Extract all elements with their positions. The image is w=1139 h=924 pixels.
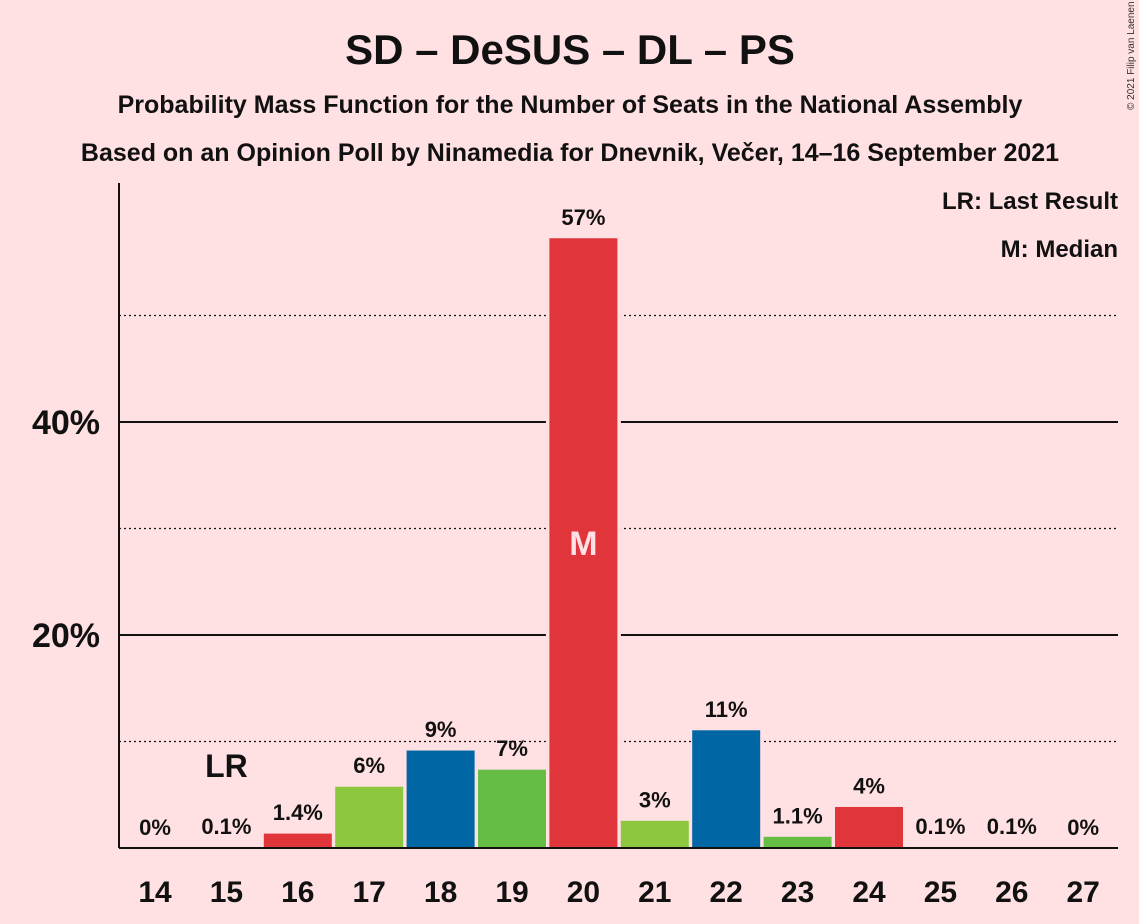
last-result-marker: LR bbox=[205, 748, 248, 784]
bar bbox=[477, 768, 547, 849]
y-tick-label: 20% bbox=[32, 617, 100, 655]
data-labels: 0% 0.1% LR 1.4% 6% 9% 7% 57% M 3% 11% 1.1% 4% 0.1% 0.1… bbox=[139, 205, 1099, 840]
x-tick-label: 18 bbox=[424, 876, 457, 909]
data-label: 1.4% bbox=[273, 800, 323, 825]
x-tick-label: 15 bbox=[210, 876, 243, 909]
x-tick-label: 20 bbox=[567, 876, 600, 909]
data-label: 9% bbox=[425, 717, 457, 742]
axes: 20% 40% 14 15 16 17 18 19 20 21 22 23 24 25 26 27 bbox=[32, 183, 1118, 909]
copyright-note: © 2021 Filip van Laenen bbox=[1126, 1, 1137, 110]
x-tick-label: 24 bbox=[852, 876, 886, 909]
bar bbox=[262, 832, 333, 849]
legend-median: M: Median bbox=[1001, 236, 1118, 263]
data-label: 0% bbox=[1067, 815, 1099, 840]
bar bbox=[548, 237, 619, 849]
bars bbox=[191, 237, 1047, 849]
data-label: 0% bbox=[139, 815, 171, 840]
data-label: 0.1% bbox=[987, 814, 1037, 839]
x-tick-label: 23 bbox=[781, 876, 814, 909]
data-label: 1.1% bbox=[773, 803, 823, 828]
x-tick-label: 19 bbox=[495, 876, 528, 909]
chart-subtitle-source: Based on an Opinion Poll by Ninamedia fo… bbox=[81, 139, 1059, 167]
data-label: 7% bbox=[496, 736, 528, 761]
chart-title: SD – DeSUS – DL – PS bbox=[345, 26, 795, 73]
bar bbox=[405, 749, 476, 849]
data-label: 4% bbox=[853, 773, 885, 798]
chart-subtitle: Probability Mass Function for the Number… bbox=[118, 91, 1023, 119]
data-label: 6% bbox=[353, 753, 385, 778]
data-label: 57% bbox=[561, 205, 605, 230]
x-tick-label: 26 bbox=[995, 876, 1028, 909]
x-tick-label: 17 bbox=[353, 876, 386, 909]
y-tick-label: 40% bbox=[32, 404, 100, 442]
gridlines bbox=[119, 313, 1118, 744]
x-tick-label: 21 bbox=[638, 876, 671, 909]
legend-last-result: LR: Last Result bbox=[942, 188, 1118, 215]
median-marker: M bbox=[569, 525, 597, 563]
data-label: 0.1% bbox=[915, 814, 965, 839]
x-tick-label: 14 bbox=[138, 876, 172, 909]
x-tick-label: 27 bbox=[1067, 876, 1100, 909]
bar bbox=[334, 785, 405, 849]
x-tick-label: 16 bbox=[281, 876, 314, 909]
data-label: 11% bbox=[705, 697, 748, 722]
bar bbox=[619, 819, 690, 849]
bar bbox=[762, 835, 833, 849]
data-label: 0.1% bbox=[201, 814, 251, 839]
bar bbox=[691, 729, 762, 849]
bar bbox=[834, 805, 904, 849]
data-label: 3% bbox=[639, 787, 671, 812]
x-tick-label: 25 bbox=[924, 876, 957, 909]
x-tick-label: 22 bbox=[710, 876, 743, 909]
